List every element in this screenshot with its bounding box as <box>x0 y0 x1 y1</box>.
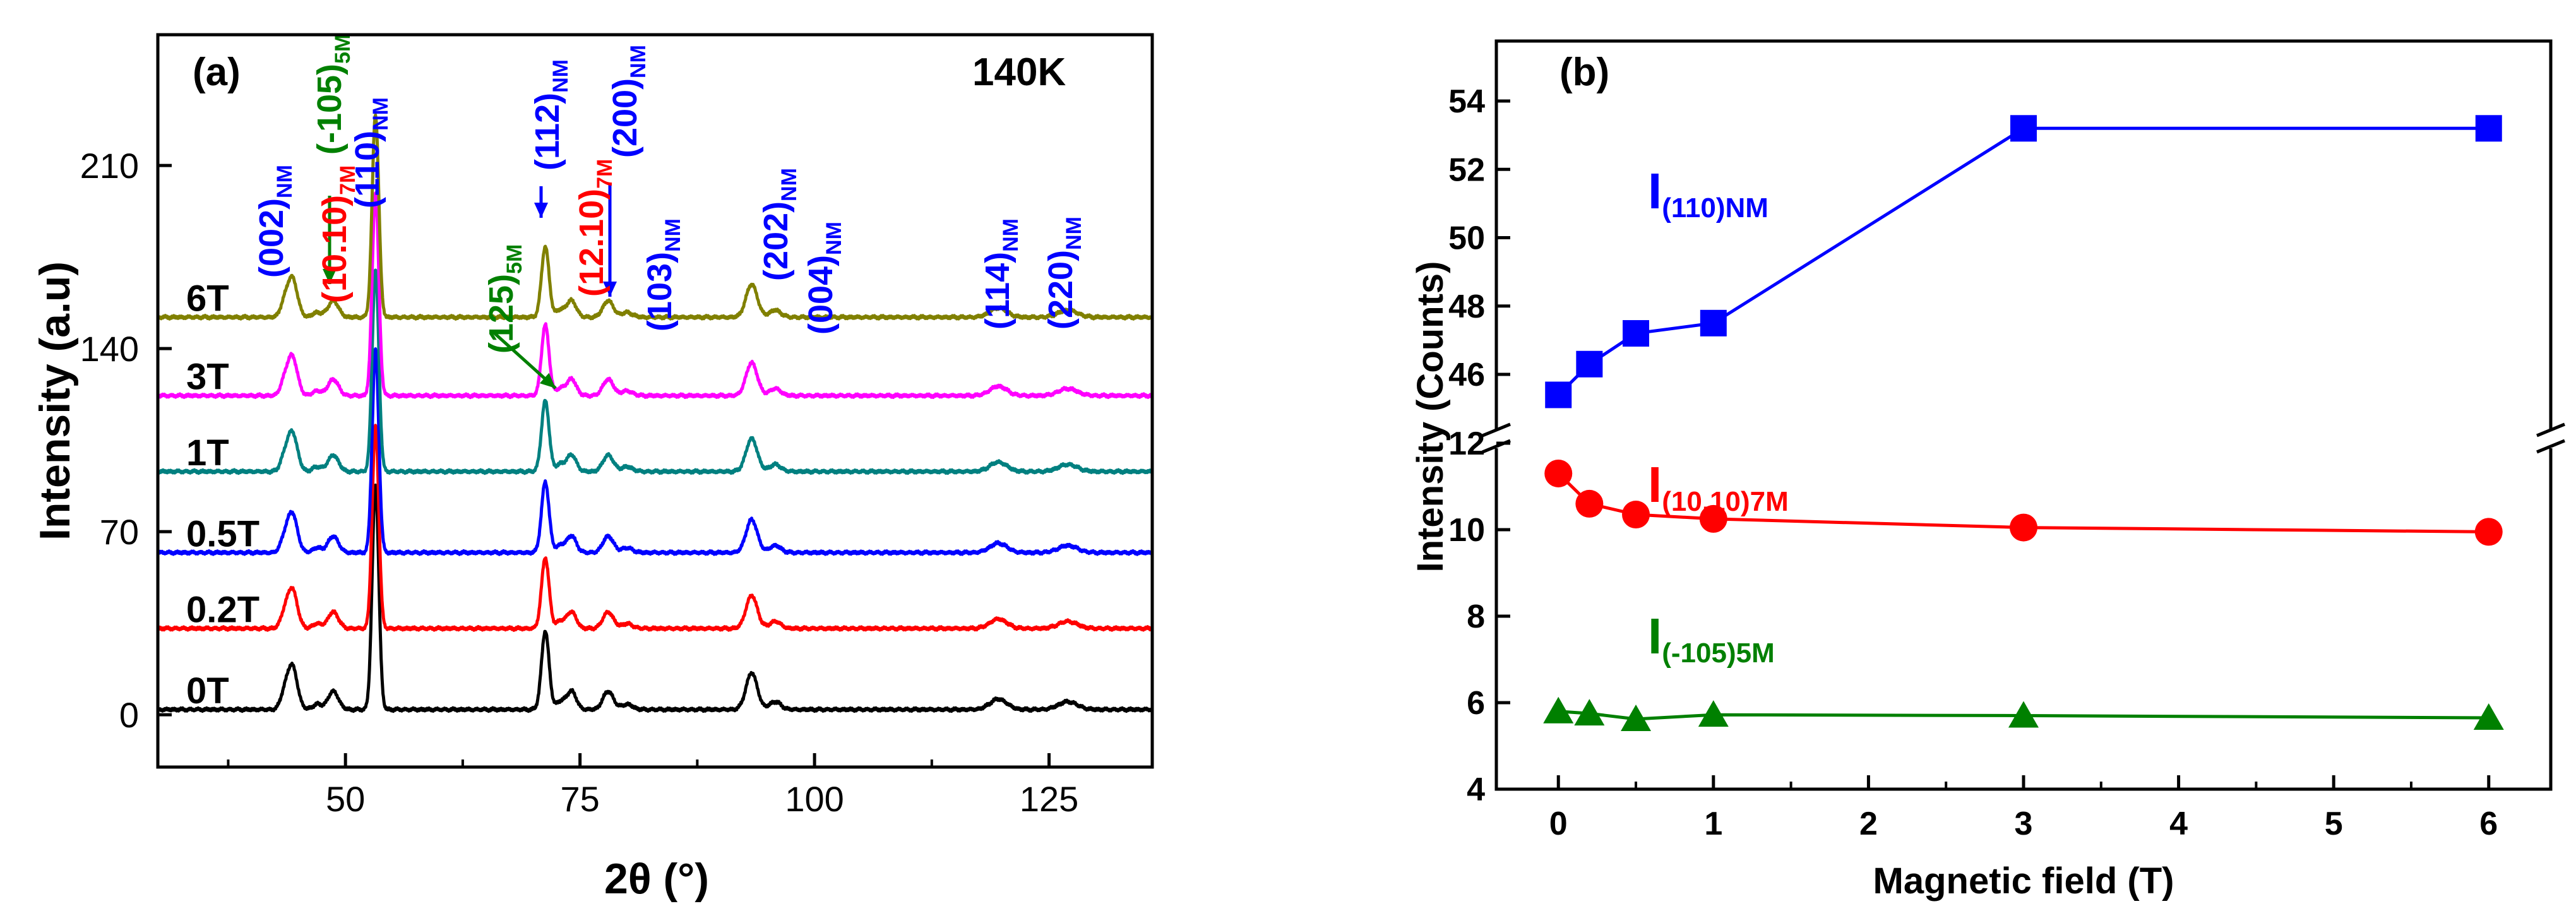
panel-b-label: (b) <box>1559 51 1609 94</box>
annotation-arrow-head-0 <box>323 269 337 284</box>
peak-label-2: (-105)5M <box>311 34 355 155</box>
data-point-circle <box>1622 501 1650 529</box>
series-label-0: I(110)NM <box>1648 163 1768 223</box>
peak-label-0: (002)NM <box>253 165 297 278</box>
peak-label-5: (112)NM <box>528 59 573 170</box>
peak-label-9: (202)NM <box>757 168 801 281</box>
data-point-circle <box>1699 504 1727 533</box>
panel-a-x-axis-title: 2θ (°) <box>604 855 709 903</box>
b-x-tick-label-3: 3 <box>2015 806 2033 842</box>
data-point-triangle <box>2008 701 2039 728</box>
trace-label-0.2T: 0.2T <box>186 589 259 630</box>
b-x-tick-label-0: 0 <box>1549 806 1568 842</box>
panel-b-x-axis-title: Magnetic field (T) <box>1873 860 2174 902</box>
panel-b-y-axis-title: Intensity (Counts) <box>1410 261 1451 573</box>
b-x-tick-label-5: 5 <box>2325 806 2343 842</box>
trace-label-1T: 1T <box>186 432 229 473</box>
data-point-triangle <box>1543 696 1574 724</box>
data-point-circle <box>2474 518 2503 546</box>
panel-a-y-axis-title: Intensity (a.u) <box>31 261 79 540</box>
b-lower-y-tick-label-6: 6 <box>1467 685 1485 722</box>
b-lower-y-tick-label-10: 10 <box>1448 512 1485 549</box>
b-x-tick-label-4: 4 <box>2169 806 2188 842</box>
xrd-trace-0.5T <box>156 347 1154 556</box>
data-point-square <box>2475 115 2502 142</box>
xrd-trace-3T <box>156 191 1154 400</box>
trace-label-0T: 0T <box>186 670 229 712</box>
panel-a-xrd-chart: 0T 0.2T 0.5T 1T 3T 6T (002)NM (10.10)7M (-105)5M… <box>31 33 1154 903</box>
xrd-trace-6T <box>156 113 1154 321</box>
data-point-square <box>1576 350 1603 378</box>
data-point-square <box>2010 115 2037 142</box>
data-point-square <box>1623 320 1650 347</box>
x-tick-label-125: 125 <box>1020 779 1078 819</box>
x-tick-label-50: 50 <box>326 779 365 819</box>
b-x-tick-label-1: 1 <box>1704 806 1722 842</box>
peak-label-3: (110)NM <box>349 97 393 208</box>
xrd-trace-0T <box>156 483 1154 713</box>
y-tick-label-210: 210 <box>80 146 139 186</box>
data-point-triangle <box>1574 699 1605 726</box>
data-point-triangle <box>1698 700 1729 727</box>
peak-label-1: (10.10)7M <box>316 165 360 303</box>
temperature-label: 140K <box>972 51 1066 94</box>
trace-label-6T: 6T <box>186 278 229 319</box>
data-point-triangle <box>2473 703 2504 730</box>
peak-label-7: (200)NM <box>606 45 650 158</box>
b-upper-y-tick-label-48: 48 <box>1448 289 1485 325</box>
xrd-trace-1T <box>157 268 1154 475</box>
b-lower-y-tick-label-4: 4 <box>1467 771 1485 808</box>
peak-label-4: (125)5M <box>482 244 527 354</box>
y-tick-label-0: 0 <box>119 695 139 735</box>
x-tick-label-75: 75 <box>560 779 599 819</box>
data-point-triangle <box>1621 705 1652 732</box>
peak-label-8: (103)NM <box>641 218 685 331</box>
peak-label-11: (114)NM <box>979 218 1023 330</box>
b-x-tick-label-6: 6 <box>2479 806 2498 842</box>
series-label-2: I(-105)5M <box>1648 608 1775 669</box>
b-x-tick-label-2: 2 <box>1859 806 1878 842</box>
annotation-arrow-head-3 <box>603 282 617 297</box>
annotation-arrow-head-2 <box>539 372 556 388</box>
peak-label-6: (12.10)7M <box>573 159 617 297</box>
b-upper-y-tick-label-54: 54 <box>1448 83 1485 120</box>
xrd-trace-0.2T <box>156 424 1154 632</box>
annotation-arrow-head-1 <box>534 203 548 218</box>
data-point-square <box>1700 309 1727 336</box>
peak-label-10: (004)NM <box>802 222 846 335</box>
data-point-circle <box>2010 513 2037 542</box>
y-tick-label-140: 140 <box>80 329 139 369</box>
trace-label-0.5T: 0.5T <box>186 513 259 554</box>
trace-label-3T: 3T <box>186 357 229 398</box>
data-point-square <box>1545 381 1572 408</box>
panel-a-label: (a) <box>193 51 241 94</box>
data-point-circle <box>1544 459 1573 487</box>
data-point-circle <box>1575 489 1604 518</box>
b-upper-y-tick-label-46: 46 <box>1448 357 1485 393</box>
peak-label-12: (220)NM <box>1042 217 1086 330</box>
series-label-1: I(10.10)7M <box>1648 456 1789 517</box>
b-lower-y-tick-label-8: 8 <box>1467 598 1485 635</box>
b-upper-y-tick-label-50: 50 <box>1448 220 1485 257</box>
y-tick-label-70: 70 <box>100 512 139 552</box>
b-upper-y-tick-label-52: 52 <box>1448 152 1485 188</box>
b-lower-y-tick-label-12: 12 <box>1448 426 1485 462</box>
x-tick-label-100: 100 <box>785 779 844 819</box>
